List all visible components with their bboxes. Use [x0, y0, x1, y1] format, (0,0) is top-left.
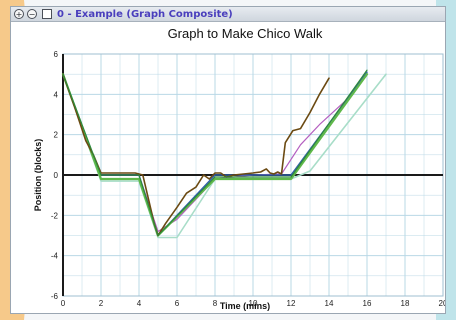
y-tick-label: 4 — [54, 90, 59, 99]
x-axis-label: Time (mins) — [220, 301, 270, 311]
y-tick-label: 0 — [54, 171, 59, 180]
x-tick-label: 14 — [325, 299, 334, 308]
x-tick-label: 20 — [439, 299, 445, 308]
window-title-bar: + − 0 - Example (Graph Composite) — [11, 7, 445, 22]
x-tick-label: 16 — [363, 299, 372, 308]
x-tick-label: 6 — [175, 299, 180, 308]
x-tick-label: 0 — [61, 299, 66, 308]
series-line-1 — [62, 73, 387, 239]
y-axis-label: Position (blocks) — [33, 139, 43, 212]
chart-series — [61, 69, 387, 239]
window-title: 0 - Example (Graph Composite) — [57, 8, 233, 20]
zoom-out-icon[interactable]: − — [27, 9, 37, 19]
checkbox-icon[interactable] — [42, 9, 52, 19]
line-chart: Graph to Make Chico Walk 0 2 4 6 8 10 12 14 16 18… — [33, 26, 445, 311]
y-tick-label: -4 — [51, 252, 59, 261]
chart-tick-labels: 0 2 4 6 8 10 12 14 16 18 20 -6 -4 -2 0 2 4 6 — [51, 50, 445, 308]
zoom-in-icon[interactable]: + — [14, 9, 24, 19]
chart-title: Graph to Make Chico Walk — [168, 26, 323, 41]
x-tick-label: 2 — [99, 299, 104, 308]
x-tick-label: 10 — [249, 299, 258, 308]
graph-window: + − 0 - Example (Graph Composite) Graph … — [10, 6, 446, 314]
x-tick-label: 4 — [137, 299, 142, 308]
y-tick-label: -2 — [51, 211, 59, 220]
y-tick-label: 2 — [54, 131, 59, 140]
series-line-6 — [62, 69, 368, 237]
x-tick-label: 12 — [287, 299, 296, 308]
y-tick-label: -6 — [51, 292, 59, 301]
x-tick-label: 18 — [401, 299, 410, 308]
y-tick-label: 6 — [54, 50, 59, 59]
x-tick-label: 8 — [213, 299, 218, 308]
series-line-5 — [62, 73, 330, 237]
